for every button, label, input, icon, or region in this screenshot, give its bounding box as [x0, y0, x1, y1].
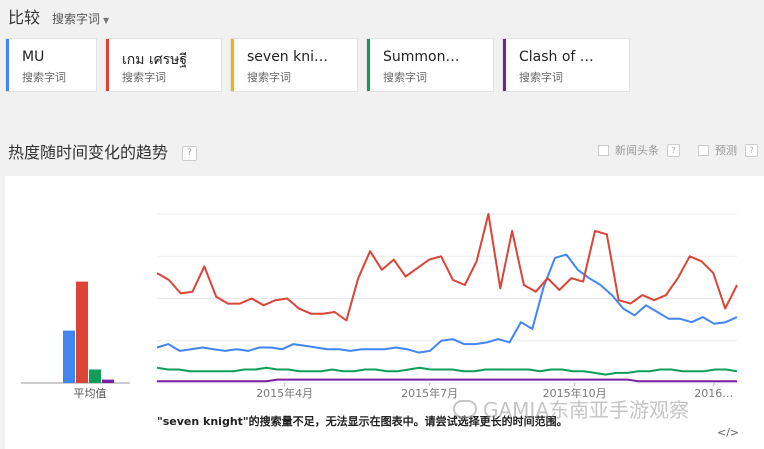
- term-name: MU: [22, 49, 45, 65]
- term-type-dropdown[interactable]: 搜索字词 ▼: [52, 10, 109, 27]
- term-name: Clash of …: [519, 49, 594, 65]
- average-bar: [89, 369, 101, 383]
- embed-code-icon[interactable]: </>: [717, 426, 740, 439]
- x-tick-label: 2015年4月: [256, 386, 313, 400]
- wechat-icon: [453, 399, 477, 418]
- watermark: GAMIA东南亚手游观察: [453, 394, 689, 423]
- term-type: 搜索字词: [247, 71, 291, 84]
- series-line: [156, 366, 738, 376]
- term-card-1[interactable]: MU 搜索字词: [5, 38, 97, 92]
- term-type: 搜索字词: [383, 71, 427, 84]
- series-line: [157, 378, 737, 383]
- average-label: 平均值: [74, 387, 107, 400]
- forecast-checkbox[interactable]: [698, 144, 709, 156]
- term-color-bar: [503, 39, 506, 91]
- chart-panel: 平均值 2015年4月 2015年7月 2015年10月 2016… "seven kn…: [5, 176, 764, 449]
- term-name: Summon…: [383, 49, 460, 65]
- x-tick-label: 2015年7月: [401, 386, 458, 400]
- term-name: seven kni…: [247, 49, 328, 65]
- average-bar: [63, 330, 75, 383]
- term-type: 搜索字词: [22, 71, 66, 84]
- forecast-option[interactable]: 预测 ?: [698, 142, 758, 158]
- term-type-dropdown-label: 搜索字词: [52, 12, 101, 26]
- page-title: 比较: [8, 8, 41, 27]
- term-type: 搜索字词: [122, 71, 166, 84]
- term-card-2[interactable]: เกม เศรษฐี 搜索字词: [105, 38, 222, 92]
- x-tick-label: 2015年10月: [543, 386, 607, 400]
- term-card-4[interactable]: Summon… 搜索字词: [366, 38, 494, 92]
- section-title-text: 热度随时间变化的趋势: [8, 143, 169, 162]
- caret-down-icon: ▼: [103, 16, 110, 25]
- forecast-help-icon[interactable]: ?: [745, 143, 758, 157]
- average-bar: [102, 379, 114, 383]
- term-name: เกม เศรษฐี: [122, 52, 188, 68]
- term-color-bar: [106, 39, 109, 91]
- news-checkbox[interactable]: [598, 144, 609, 156]
- series-line: [156, 213, 738, 322]
- average-bar: [76, 281, 88, 383]
- news-help-icon[interactable]: ?: [667, 143, 680, 157]
- series-line: [156, 253, 738, 354]
- section-title: 热度随时间变化的趋势?: [8, 139, 198, 163]
- chart-note: "seven knight"的搜索量不足，无法显示在图表中。请尝试选择更长的时间…: [157, 415, 568, 428]
- term-color-bar: [231, 39, 234, 91]
- trend-chart: 平均值 2015年4月 2015年7月 2015年10月 2016…: [21, 213, 738, 400]
- help-icon[interactable]: ?: [182, 146, 198, 161]
- x-tick-label: 2016…: [694, 387, 733, 400]
- term-card-3[interactable]: seven kni… 搜索字词: [230, 38, 358, 92]
- term-color-bar: [367, 39, 370, 91]
- watermark-text: GAMIA东南亚手游观察: [483, 398, 690, 422]
- compare-header: 比较 搜索字词 ▼: [8, 4, 109, 27]
- term-color-bar: [6, 39, 9, 91]
- news-label: 新闻头条: [615, 144, 659, 157]
- forecast-label: 预测: [715, 144, 737, 157]
- term-type: 搜索字词: [519, 71, 563, 84]
- news-option[interactable]: 新闻头条 ?: [598, 142, 680, 158]
- term-card-5[interactable]: Clash of … 搜索字词: [502, 38, 630, 92]
